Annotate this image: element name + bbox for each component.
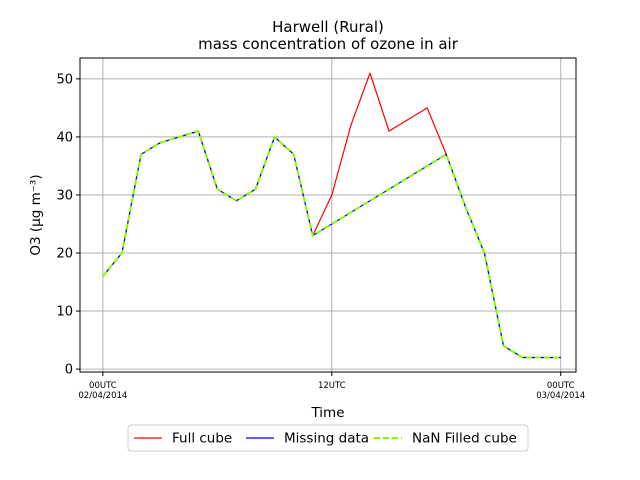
x-tick-label: 00UTC	[89, 381, 117, 391]
y-tick-label: 10	[56, 305, 73, 320]
x-tick-label: 12UTC	[318, 381, 346, 391]
grid-lines	[80, 58, 576, 372]
legend-box	[127, 424, 529, 452]
y-tick-label: 50	[56, 72, 73, 87]
x-axis-label: Time	[310, 405, 344, 421]
legend: Full cube Missing data NaN Filled cube	[127, 424, 529, 452]
x-tick-label-date: 02/04/2014	[78, 391, 127, 401]
plot-frame	[79, 57, 577, 373]
x-tick-label: 00UTC	[547, 381, 575, 391]
y-tick-label: 40	[56, 130, 73, 145]
legend-label: NaN Filled cube	[412, 431, 517, 447]
x-tick-label-date: 03/04/2014	[536, 391, 585, 401]
y-tick-label: 30	[56, 188, 73, 203]
y-axis-label: O3 (µg m⁻³)	[28, 174, 44, 255]
y-tick-label: 20	[56, 247, 73, 262]
legend-label: Full cube	[172, 431, 232, 447]
series-layer	[102, 72, 561, 359]
series-line-nan-filled-cube	[102, 130, 561, 359]
y-tick-label: 0	[65, 363, 73, 378]
chart-title: Harwell (Rural)	[272, 18, 384, 36]
y-axis-ticks: 0 10 20 30 40 50	[56, 72, 80, 378]
chart-subtitle: mass concentration of ozone in air	[198, 35, 459, 53]
legend-label: Missing data	[284, 431, 369, 447]
